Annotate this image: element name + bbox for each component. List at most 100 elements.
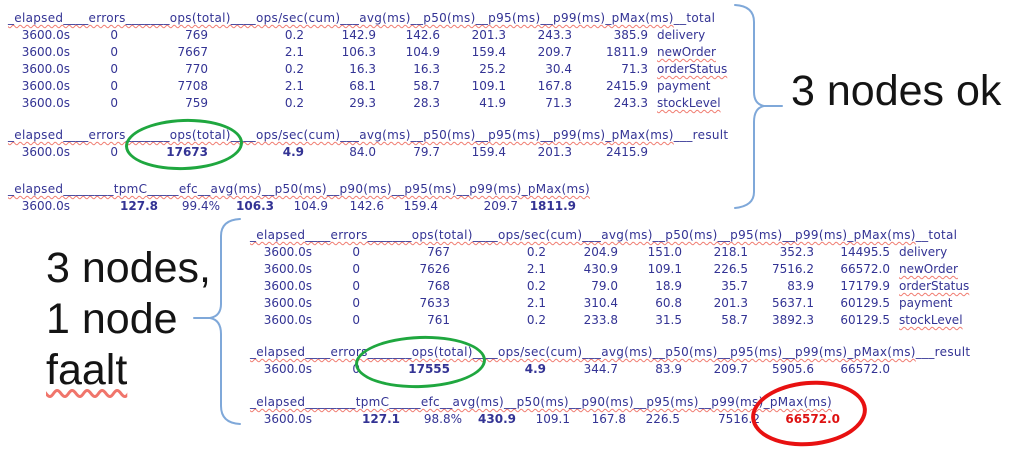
table-row: 3600.0s 0 7633 2.1 310.4 60.8 201.3 5637.1 60129…	[250, 295, 1015, 312]
table-cell: 430.9	[478, 412, 516, 426]
table-cell: 1811.9	[529, 199, 576, 213]
table-cell: 127.1	[362, 412, 400, 426]
table-cell: 0	[110, 45, 118, 59]
table-cell: 2415.9	[606, 79, 648, 93]
left-brace-bottom-block	[209, 218, 241, 425]
table-cell: 83.9	[787, 279, 814, 293]
row-label: orderStatus	[899, 279, 970, 293]
table-cell: 767	[427, 245, 450, 259]
table-cell: 104.9	[293, 199, 328, 213]
table-cell: 14495.5	[840, 245, 890, 259]
header-main: _elapsed____errors_______ops(total)____o…	[8, 11, 674, 25]
table-cell: 60129.5	[840, 296, 890, 310]
table-cell: 7626	[419, 262, 450, 276]
table-cell: 5905.6	[772, 362, 814, 376]
table-cell: 761	[427, 313, 450, 327]
benchmark-output-bottom: _elapsed____errors_______ops(total)____o…	[250, 227, 1015, 428]
table-cell: 159.4	[471, 145, 506, 159]
table-cell: 2.1	[284, 79, 304, 93]
table-row: 3600.0s 0 770 0.2 16.3 16.3 25.2 30.4 71.3 orderS…	[8, 61, 748, 78]
tpmc-table-bottom: _elapsed________tpmC_____efc__avg(ms)__p…	[250, 394, 1015, 428]
table-cell: 7516.2	[718, 412, 760, 426]
table-row: 3600.0s 0 761 0.2 233.8 31.5 58.7 3892.3 60129.5…	[250, 312, 1015, 329]
table-cell: 243.3	[537, 28, 572, 42]
label-line-1: 3 nodes,	[46, 244, 211, 292]
table-cell: 2415.9	[606, 145, 648, 159]
row-label: orderStatus	[657, 62, 728, 76]
table-cell: 142.9	[341, 28, 376, 42]
table-cell: 3600.0s	[21, 96, 70, 110]
table-cell: 0	[110, 145, 118, 159]
table-cell: 3600.0s	[263, 313, 312, 327]
row-label: payment	[899, 296, 953, 310]
table-row: 3600.0s 0 7626 2.1 430.9 109.1 226.5 7516.2 6657…	[250, 261, 1015, 278]
table-cell: 209.7	[713, 362, 748, 376]
table-cell: 3600.0s	[21, 145, 70, 159]
table-cell: 159.4	[471, 45, 506, 59]
table-cell: 142.6	[405, 28, 440, 42]
table-cell: 17179.9	[840, 279, 890, 293]
table-cell: 17673	[166, 145, 208, 159]
table-cell: 142.6	[349, 199, 384, 213]
table-header: _elapsed________tpmC_____efc__avg(ms)__p…	[250, 394, 1015, 411]
row-label	[890, 361, 1015, 378]
table-cell: 0	[352, 262, 360, 276]
table-cell: 209.7	[537, 45, 572, 59]
table-cell: 60.8	[655, 296, 682, 310]
table-cell: 60129.5	[840, 313, 890, 327]
table-row: 3600.0s 0 7667 2.1 106.3 104.9 159.4 209.7 1811.…	[8, 44, 748, 61]
ops-table-bottom: _elapsed____errors_______ops(total)____o…	[250, 227, 1015, 329]
result-table-top: _elapsed____errors_______ops(total)____o…	[8, 127, 748, 161]
table-cell: 0	[110, 79, 118, 93]
table-cell: 58.7	[721, 313, 748, 327]
label-3-nodes-ok: 3 nodes ok	[791, 68, 1001, 114]
table-row: 3600.0s 0 768 0.2 79.0 18.9 35.7 83.9 17179.9 ord…	[250, 278, 1015, 295]
table-cell: 29.3	[349, 96, 376, 110]
table-row: 3600.0s 0 17555 4.9 344.7 83.9 209.7 5905.6 6657…	[250, 361, 1015, 378]
table-cell: 209.7	[483, 199, 518, 213]
table-cell: 71.3	[545, 96, 572, 110]
header-last: __total	[673, 11, 716, 25]
table-cell: 0	[352, 362, 360, 376]
table-cell: 58.7	[413, 79, 440, 93]
header-main: _elapsed________tpmC_____efc__avg(ms)__p…	[250, 395, 833, 409]
table-cell: 3600.0s	[21, 45, 70, 59]
table-cell: 35.7	[721, 279, 748, 293]
table-cell: 66572.0	[840, 262, 890, 276]
row-label: delivery	[657, 28, 706, 42]
table-cell: 167.8	[591, 412, 626, 426]
row-label: delivery	[899, 245, 948, 259]
table-cell: 768	[427, 279, 450, 293]
label-3-nodes-ok-text: 3 nodes ok	[791, 67, 1002, 115]
ops-table-top: _elapsed____errors_______ops(total)____o…	[8, 10, 748, 112]
table-cell: 769	[185, 28, 208, 42]
header-main: _elapsed____errors_______ops(total)____o…	[250, 345, 916, 359]
table-cell: 3600.0s	[263, 412, 312, 426]
table-header: _elapsed____errors_______ops(total)____o…	[250, 227, 1015, 244]
table-cell: 3600.0s	[263, 262, 312, 276]
table-row: 3600.0s 0 767 0.2 204.9 151.0 218.1 352.3 14495.…	[250, 244, 1015, 261]
result-table-bottom: _elapsed____errors_______ops(total)____o…	[250, 344, 1015, 378]
table-cell: 16.3	[349, 62, 376, 76]
table-cell: 1811.9	[606, 45, 648, 59]
table-cell: 104.9	[405, 45, 440, 59]
table-cell: 5637.1	[772, 296, 814, 310]
table-cell: 204.9	[583, 245, 618, 259]
table-cell: 3600.0s	[263, 279, 312, 293]
table-cell: 0.2	[284, 28, 304, 42]
table-cell: 759	[185, 96, 208, 110]
table-cell: 310.4	[583, 296, 618, 310]
header-last: __total	[915, 228, 958, 242]
table-row: 3600.0s 0 17673 4.9 84.0 79.7 159.4 201.3 2415.9	[8, 144, 748, 161]
table-row: 3600.0s 0 7708 2.1 68.1 58.7 109.1 167.8 2415.9 p…	[8, 78, 748, 95]
table-cell: 30.4	[545, 62, 572, 76]
table-cell: 0	[352, 313, 360, 327]
tpmc-table-top: _elapsed________tpmC_____efc__avg(ms)__p…	[8, 181, 748, 215]
table-cell: 7516.2	[772, 262, 814, 276]
table-cell: 218.1	[713, 245, 748, 259]
table-cell: 0	[110, 62, 118, 76]
table-cell: 68.1	[349, 79, 376, 93]
table-cell: 159.4	[403, 199, 438, 213]
table-header: _elapsed____errors_______ops(total)____o…	[8, 10, 748, 27]
table-cell: 385.9	[613, 28, 648, 42]
